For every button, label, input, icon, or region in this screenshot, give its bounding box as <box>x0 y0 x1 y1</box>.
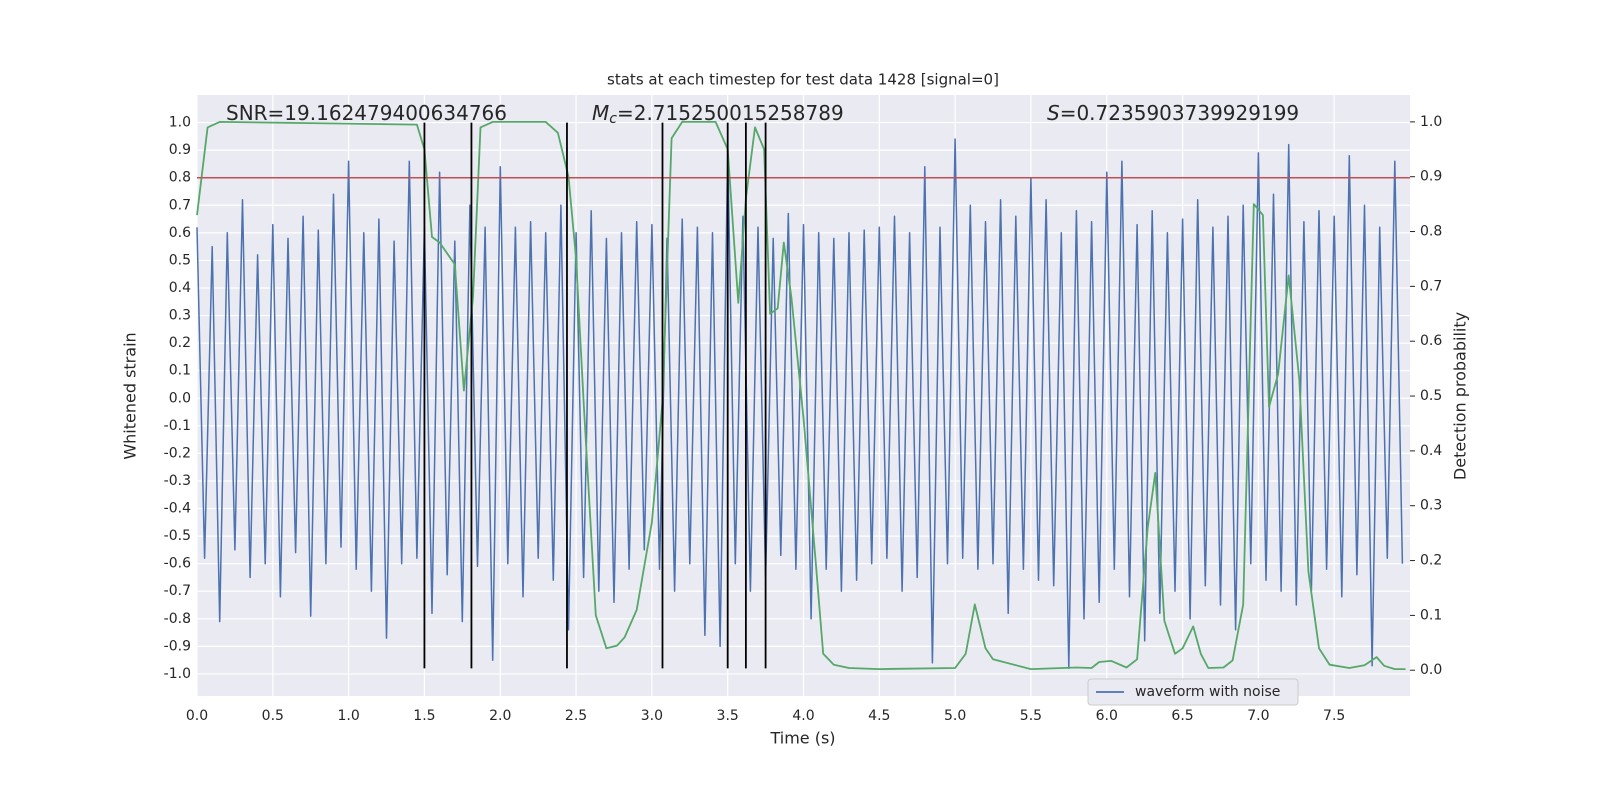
chart-title: stats at each timestep for test data 142… <box>607 71 999 89</box>
x-tick-label: 4.5 <box>868 708 890 724</box>
y-tick-label: -0.7 <box>164 583 191 599</box>
y-tick-label: -0.8 <box>164 611 191 627</box>
y-tick-label: 0.0 <box>169 390 191 406</box>
x-axis-label: Time (s) <box>769 729 835 748</box>
y2-tick-label: 0.8 <box>1420 224 1442 240</box>
series-line <box>196 121 1406 670</box>
y-tick-label: -1.0 <box>164 666 191 682</box>
y2-tick-label: 0.4 <box>1420 443 1442 459</box>
y-tick-label: 1.0 <box>169 115 191 131</box>
x-tick-label: 1.5 <box>413 708 435 724</box>
y-tick-label: 0.9 <box>169 142 191 158</box>
x-tick-label: 3.5 <box>717 708 739 724</box>
x-tick-label: 6.0 <box>1096 708 1118 724</box>
y-tick-label: -0.2 <box>164 445 191 461</box>
legend-label: waveform with noise <box>1135 684 1280 700</box>
x-tick-label: 1.0 <box>337 708 359 724</box>
y-tick-label: 0.8 <box>169 170 191 186</box>
y2-tick-label: 0.1 <box>1420 607 1442 623</box>
y2-tick-label: 0.0 <box>1420 662 1442 678</box>
x-tick-label: 7.5 <box>1323 708 1345 724</box>
annotation-symbol: M <box>592 101 609 125</box>
annotation: SNR=19.162479400634766 <box>226 101 507 125</box>
x-tick-label: 0.5 <box>262 708 284 724</box>
y-tick-label: 0.7 <box>169 197 191 213</box>
y-tick-label: -0.6 <box>164 556 191 572</box>
legend-box <box>1087 678 1299 706</box>
y-tick-label: 0.5 <box>169 252 191 268</box>
x-tick-label: 2.0 <box>489 708 511 724</box>
y2-axis-label: Detection probability <box>1451 312 1470 480</box>
annotation: Mc=2.715250015258789 <box>592 101 844 128</box>
x-tick-label: 5.5 <box>1020 708 1042 724</box>
annotation-subscript: c <box>609 111 617 127</box>
annotation-text: =0.7235903739929199 <box>1060 101 1299 125</box>
x-tick-label: 5.0 <box>944 708 966 724</box>
y-tick-label: 0.6 <box>169 225 191 241</box>
annotation-symbol: S <box>1047 101 1060 125</box>
x-tick-label: 6.5 <box>1171 708 1193 724</box>
y2-tick-label: 0.5 <box>1420 388 1442 404</box>
y-tick-label: -0.4 <box>164 501 191 517</box>
y2-tick-label: 0.3 <box>1420 498 1442 514</box>
y-tick-label: 0.4 <box>169 280 191 296</box>
y2-tick-label: 0.6 <box>1420 333 1442 349</box>
x-tick-label: 0.0 <box>186 708 208 724</box>
series-line <box>196 138 1404 670</box>
y2-tick-label: 0.9 <box>1420 169 1442 185</box>
annotation-text: SNR=19.162479400634766 <box>226 101 507 125</box>
y-axis-label: Whitened strain <box>121 332 140 459</box>
y-tick-label: -0.9 <box>164 638 191 654</box>
x-tick-label: 2.5 <box>565 708 587 724</box>
y2-tick-label: 0.7 <box>1420 278 1442 294</box>
y-tick-label: 0.1 <box>169 363 191 379</box>
y-tick-label: 0.3 <box>169 308 191 324</box>
y-tick-label: -0.1 <box>164 418 191 434</box>
y-tick-label: -0.5 <box>164 528 191 544</box>
x-tick-label: 7.0 <box>1247 708 1269 724</box>
annotation-text: =2.715250015258789 <box>617 101 844 125</box>
annotation: S=0.7235903739929199 <box>1047 101 1299 125</box>
x-tick-label: 3.0 <box>641 708 663 724</box>
y-tick-label: -0.3 <box>164 473 191 489</box>
y-tick-label: 0.2 <box>169 335 191 351</box>
y2-tick-label: 0.2 <box>1420 553 1442 569</box>
x-tick-label: 4.0 <box>792 708 814 724</box>
y2-tick-label: 1.0 <box>1420 114 1442 130</box>
